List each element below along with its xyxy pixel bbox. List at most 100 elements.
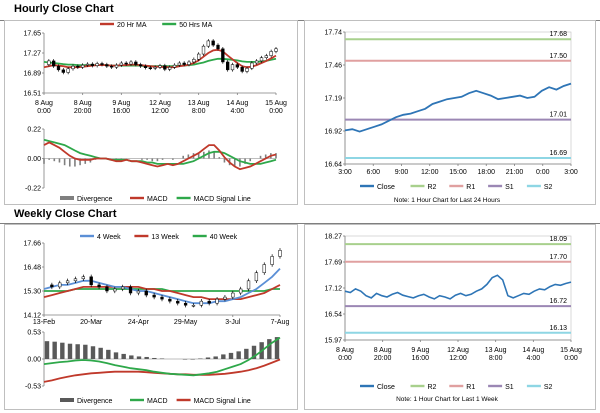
weekly-left-legend-label: 40 Week — [210, 234, 238, 241]
weekly-13w-line — [43, 284, 281, 301]
weekly-divergence-bar — [251, 345, 257, 359]
weekly-right-x-tick-label: 8:00 — [489, 355, 503, 362]
weekly-title-separator — [0, 223, 600, 224]
weekly-price-candle — [207, 300, 211, 304]
weekly-price-candle — [65, 280, 70, 284]
weekly-macd-legend-label: MACD Signal Line — [194, 398, 251, 405]
hourly-macd-legend-label: Divergence — [77, 196, 113, 203]
hourly-price-candle — [172, 64, 177, 68]
hourly-price-candle — [110, 65, 114, 68]
weekly-right-level-label-r2: 18.09 — [549, 236, 567, 243]
hourly-price-candle — [139, 64, 143, 67]
hourly-price-candle — [211, 40, 215, 46]
hourly-right-level-label-s1: 17.01 — [549, 112, 567, 119]
weekly-price-candle — [144, 290, 148, 296]
weekly-macd-y-tick-label: -0.53 — [25, 384, 41, 391]
hourly-price-candle — [85, 63, 90, 66]
weekly-divergence-bar — [98, 347, 103, 359]
weekly-price-candle — [176, 300, 180, 304]
hourly-macd-y-tick-label: 0.00 — [27, 156, 41, 163]
weekly-divergence-bar — [205, 357, 211, 359]
hourly-price-candle — [153, 66, 157, 69]
weekly-right-legend-label: Close — [377, 384, 395, 391]
weekly-right-x-tick-label: 14 Aug — [522, 347, 544, 354]
weekly-price-candle — [254, 272, 259, 282]
weekly-macd-y-tick-label: 0.53 — [27, 330, 41, 337]
hourly-price-candle — [197, 53, 201, 60]
hourly-left-x-tick-label: 4:00 — [231, 108, 245, 115]
hourly-price-candle — [47, 60, 51, 65]
weekly-left-y-tick-label: 14.12 — [23, 313, 41, 320]
hourly-left-y-tick-label: 17.65 — [23, 31, 41, 38]
hourly-price-candle — [114, 64, 119, 68]
weekly-divergence-bar — [83, 344, 88, 359]
weekly-divergence-bar — [221, 354, 226, 359]
hourly-right-note: Note: 1 Hour Chart for Last 24 Hours — [394, 197, 501, 204]
hourly-left-x-tick-label: 12 Aug — [149, 100, 171, 107]
hourly-right-x-tick-label: 9:00 — [395, 169, 409, 176]
weekly-price-candle — [239, 288, 243, 294]
weekly-right-panel — [304, 224, 596, 410]
hourly-left-y-tick-label: 17.27 — [23, 51, 41, 58]
hourly-price-candle — [71, 65, 75, 70]
weekly-divergence-bar — [136, 356, 142, 359]
hourly-price-candle — [201, 45, 206, 55]
weekly-right-x-tick-label: 12 Aug — [447, 347, 469, 354]
weekly-left-legend-label: 4 Week — [97, 234, 121, 241]
weekly-left-x-tick-label: 13-Feb — [33, 319, 55, 326]
hourly-price-candle — [177, 62, 181, 66]
weekly-right-y-tick-label: 15.97 — [324, 338, 342, 345]
hourly-section-title: Hourly Close Chart — [14, 3, 114, 15]
hourly-price-candle — [259, 57, 264, 62]
weekly-divergence-bar — [144, 356, 149, 359]
hourly-left-x-tick-label: 12:00 — [151, 108, 169, 115]
hourly-price-candle — [95, 63, 99, 66]
weekly-macd-y-tick-label: 0.00 — [27, 357, 41, 364]
hourly-macd-line — [43, 141, 277, 171]
hourly-price-candle — [61, 69, 65, 73]
weekly-left-x-tick-label: 3-Jul — [225, 319, 241, 326]
weekly-divergence-bar — [267, 339, 272, 359]
weekly-right-x-tick-label: 9 Aug — [411, 347, 429, 354]
weekly-price-candle — [223, 296, 227, 300]
hourly-price-candle — [129, 61, 133, 65]
hourly-right-x-tick-label: 6:00 — [366, 169, 380, 176]
hourly-macd-legend-label: MACD — [147, 196, 168, 203]
hourly-price-candle — [143, 65, 148, 68]
hourly-price-candle — [100, 63, 104, 65]
hourly-right-level-label-r1: 17.50 — [549, 53, 567, 60]
hourly-right-y-tick-label: 16.64 — [324, 162, 342, 169]
hourly-right-legend-label: S2 — [544, 184, 553, 191]
hourly-left-x-tick-label: 0:00 — [269, 108, 283, 115]
weekly-divergence-bar — [190, 359, 195, 360]
weekly-right-x-tick-label: 20:00 — [374, 355, 392, 362]
weekly-macd-legend-label: MACD — [147, 398, 168, 405]
weekly-left-panel — [4, 224, 298, 410]
weekly-divergence-bar — [198, 358, 203, 359]
weekly-right-y-tick-label: 16.54 — [324, 312, 342, 319]
hourly-price-candle — [66, 68, 70, 73]
weekly-price-candle — [270, 256, 274, 265]
weekly-price-candle — [97, 284, 101, 288]
weekly-left-x-tick-label: 24-Apr — [128, 319, 150, 326]
weekly-right-x-tick-label: 8 Aug — [336, 347, 354, 354]
hourly-close-line — [344, 82, 572, 133]
hourly-price-candle — [81, 64, 85, 68]
weekly-left-y-tick-label: 16.48 — [23, 265, 41, 272]
weekly-price-candle — [191, 304, 196, 307]
hourly-left-x-tick-label: 14 Aug — [226, 100, 248, 107]
weekly-right-level-label-s1: 16.72 — [549, 298, 567, 305]
hourly-price-candle — [255, 60, 259, 64]
weekly-price-candle — [89, 276, 93, 286]
weekly-right-legend-label: S1 — [505, 384, 514, 391]
weekly-divergence-bar — [244, 348, 249, 359]
hourly-right-legend-label: S1 — [505, 184, 514, 191]
weekly-right-y-tick-label: 18.27 — [324, 234, 342, 241]
weekly-right-level-label-s2: 16.13 — [549, 325, 567, 332]
weekly-right-x-tick-label: 0:00 — [338, 355, 352, 362]
weekly-price-candle — [121, 286, 125, 290]
weekly-right-x-tick-label: 15 Aug — [560, 347, 582, 354]
hourly-right-level-label-r2: 17.68 — [549, 31, 567, 38]
weekly-right-note: Note: 1 Hour Chart for Last 1 Week — [396, 396, 499, 403]
